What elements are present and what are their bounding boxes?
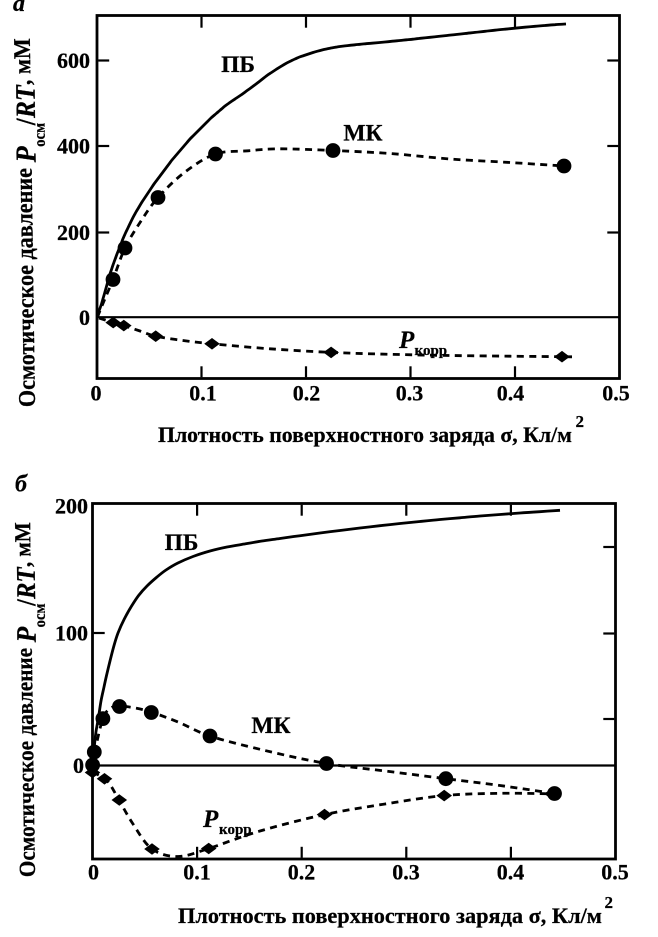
svg-text:0.3: 0.3	[392, 860, 420, 885]
svg-text:Плотность поверхностного заряд: Плотность поверхностного заряда σ, Кл/м	[158, 422, 572, 447]
svg-text:600: 600	[57, 48, 90, 73]
svg-text:МК: МК	[251, 713, 290, 739]
svg-text:корр: корр	[219, 822, 252, 838]
svg-text:а: а	[13, 0, 25, 17]
svg-text:P: P	[202, 806, 219, 833]
svg-text:Плотность поверхностного заряд: Плотность поверхностного заряда σ, Кл/м	[178, 903, 602, 928]
svg-text:корр: корр	[415, 343, 448, 359]
svg-text:0.4: 0.4	[497, 381, 525, 406]
svg-text:200: 200	[55, 493, 88, 518]
svg-text:0: 0	[88, 860, 99, 885]
svg-text:100: 100	[55, 621, 88, 646]
svg-text:2: 2	[605, 893, 614, 912]
svg-text:P: P	[398, 327, 415, 354]
svg-text:0.2: 0.2	[288, 860, 316, 885]
svg-text:0: 0	[79, 305, 90, 330]
svg-text:0: 0	[91, 381, 102, 406]
svg-text:0.3: 0.3	[396, 381, 424, 406]
svg-text:0.1: 0.1	[183, 860, 211, 885]
svg-text:б: б	[15, 472, 28, 498]
svg-text:0: 0	[73, 753, 84, 778]
svg-text:ПБ: ПБ	[165, 530, 199, 556]
svg-text:0.1: 0.1	[189, 381, 217, 406]
svg-text:МК: МК	[343, 121, 382, 147]
svg-text:0.5: 0.5	[602, 381, 630, 406]
svg-text:0.2: 0.2	[293, 381, 321, 406]
svg-text:ПБ: ПБ	[221, 52, 255, 78]
svg-text:2: 2	[576, 412, 585, 431]
svg-text:0.4: 0.4	[497, 860, 525, 885]
svg-text:400: 400	[57, 134, 90, 159]
svg-text:200: 200	[57, 220, 90, 245]
svg-text:0.5: 0.5	[601, 860, 629, 885]
